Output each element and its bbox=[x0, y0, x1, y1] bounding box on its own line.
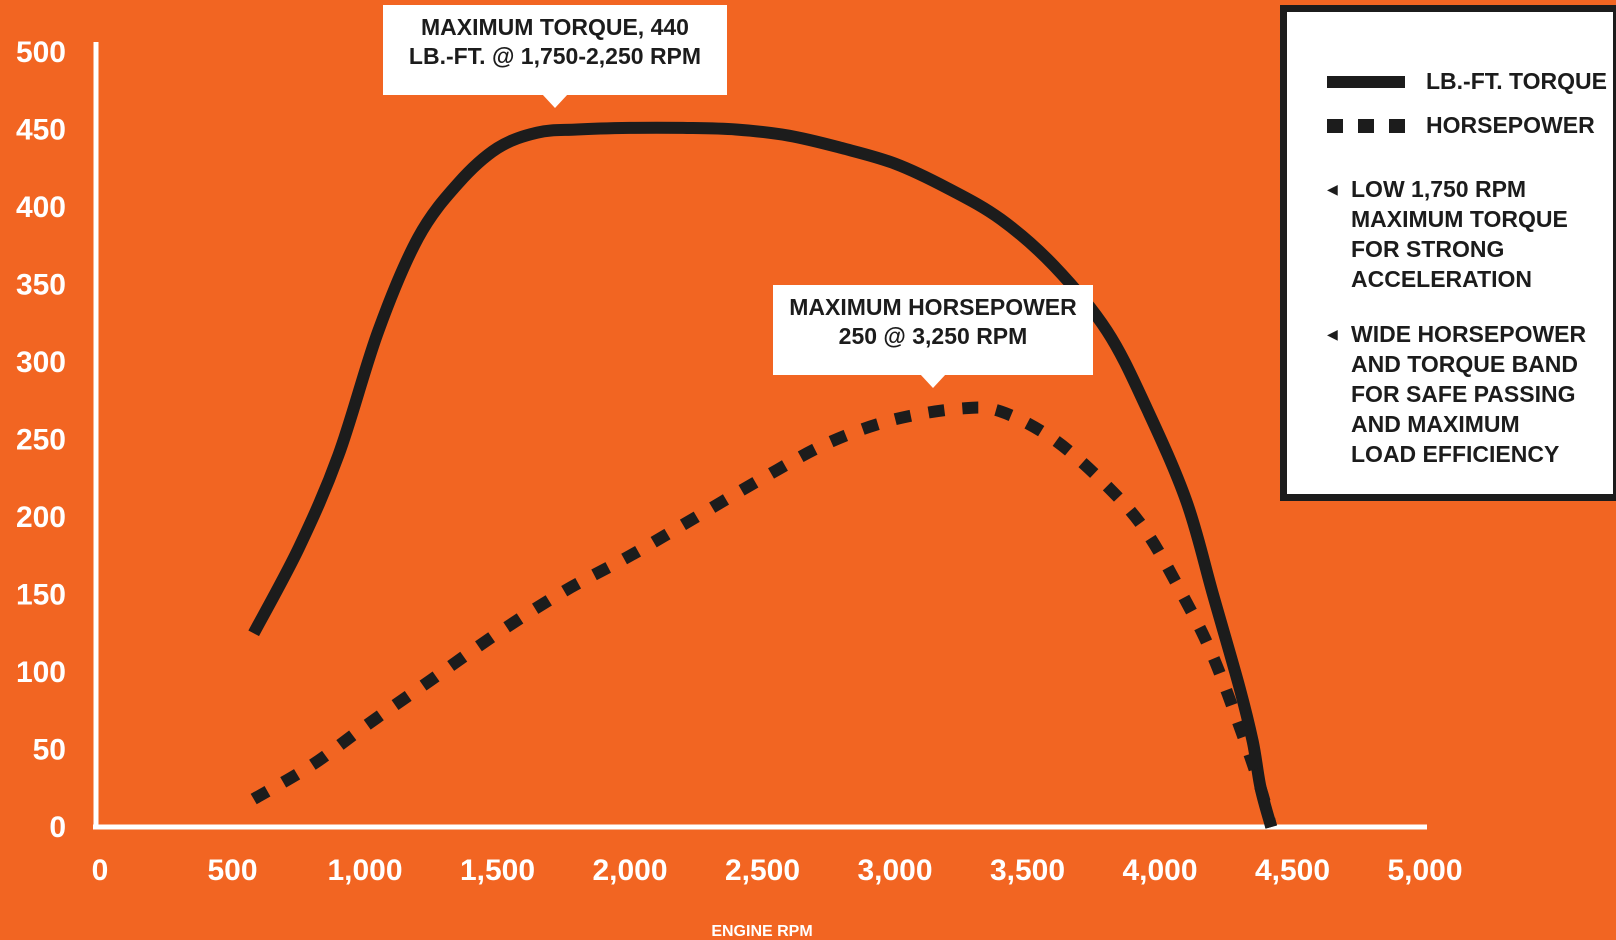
y-tick-label: 300 bbox=[16, 346, 66, 379]
y-tick-label: 350 bbox=[16, 269, 66, 302]
max-torque-callout: MAXIMUM TORQUE, 440 LB.-FT. @ 1,750-2,25… bbox=[383, 5, 727, 108]
y-tick-label: 400 bbox=[16, 191, 66, 224]
max-horsepower-callout-line-2: 250 @ 3,250 RPM bbox=[838, 323, 1028, 349]
y-tick-label: 150 bbox=[16, 579, 66, 612]
axes bbox=[93, 42, 1427, 830]
x-tick-labels: 0 500 1,000 1,500 2,000 2,500 3,000 3,500 4,000 4… bbox=[92, 854, 1463, 887]
legend-label-horsepower: HORSEPOWER bbox=[1426, 112, 1595, 138]
x-tick-label: 2,000 bbox=[592, 854, 667, 887]
x-tick-label: 2,500 bbox=[725, 854, 800, 887]
x-tick-label: 3,000 bbox=[857, 854, 932, 887]
x-tick-label: 0 bbox=[92, 854, 109, 887]
triangle-left-icon: ◀ bbox=[1327, 326, 1338, 342]
legend-label-torque: LB.-FT. TORQUE bbox=[1426, 68, 1608, 94]
y-tick-labels: 0 50 100 150 200 250 300 350 400 450 500 bbox=[16, 36, 66, 844]
legend-note-1: ◀ LOW 1,750 RPM MAXIMUM TORQUE FOR STRON… bbox=[1327, 174, 1568, 294]
dashed-line-swatch bbox=[1327, 118, 1405, 133]
y-tick-label: 100 bbox=[16, 656, 66, 689]
triangle-left-icon: ◀ bbox=[1327, 181, 1338, 197]
max-torque-callout-line-1: MAXIMUM TORQUE, 440 bbox=[421, 14, 689, 40]
horsepower-series-line bbox=[250, 401, 1278, 829]
max-torque-callout-line-2: LB.-FT. @ 1,750-2,250 RPM bbox=[408, 43, 702, 69]
legend-item-torque: LB.-FT. TORQUE bbox=[1327, 68, 1607, 95]
x-tick-label: 3,500 bbox=[990, 854, 1065, 887]
x-tick-label: 500 bbox=[207, 854, 257, 887]
y-tick-label: 50 bbox=[33, 734, 66, 767]
x-tick-label: 4,500 bbox=[1255, 854, 1330, 887]
x-tick-label: 1,000 bbox=[327, 854, 402, 887]
legend-note-2: ◀ WIDE HORSEPOWER AND TORQUE BAND FOR SA… bbox=[1327, 319, 1586, 469]
max-horsepower-callout: MAXIMUM HORSEPOWER 250 @ 3,250 RPM bbox=[773, 285, 1093, 388]
torque-series-line bbox=[248, 121, 1278, 829]
x-tick-label: 4,000 bbox=[1122, 854, 1197, 887]
max-horsepower-callout-line-1: MAXIMUM HORSEPOWER bbox=[789, 294, 1077, 320]
chart-legend: LB.-FT. TORQUE HORSEPOWER ◀ LOW 1,750 RP… bbox=[1280, 5, 1616, 501]
y-tick-label: 200 bbox=[16, 501, 66, 534]
x-tick-label: 5,000 bbox=[1387, 854, 1462, 887]
y-tick-label: 500 bbox=[16, 36, 66, 69]
legend-note-2-text: WIDE HORSEPOWER AND TORQUE BAND FOR SAFE… bbox=[1351, 321, 1587, 467]
legend-item-horsepower: HORSEPOWER bbox=[1327, 112, 1595, 139]
legend-note-1-text: LOW 1,750 RPM MAXIMUM TORQUE FOR STRONG … bbox=[1351, 176, 1568, 292]
y-tick-label: 250 bbox=[16, 424, 66, 457]
y-tick-label: 0 bbox=[49, 811, 66, 844]
x-tick-label: 1,500 bbox=[460, 854, 535, 887]
x-axis-label: ENGINE RPM bbox=[711, 923, 812, 940]
solid-line-swatch bbox=[1327, 75, 1405, 88]
series-layer bbox=[248, 121, 1278, 829]
y-tick-label: 450 bbox=[16, 114, 66, 147]
